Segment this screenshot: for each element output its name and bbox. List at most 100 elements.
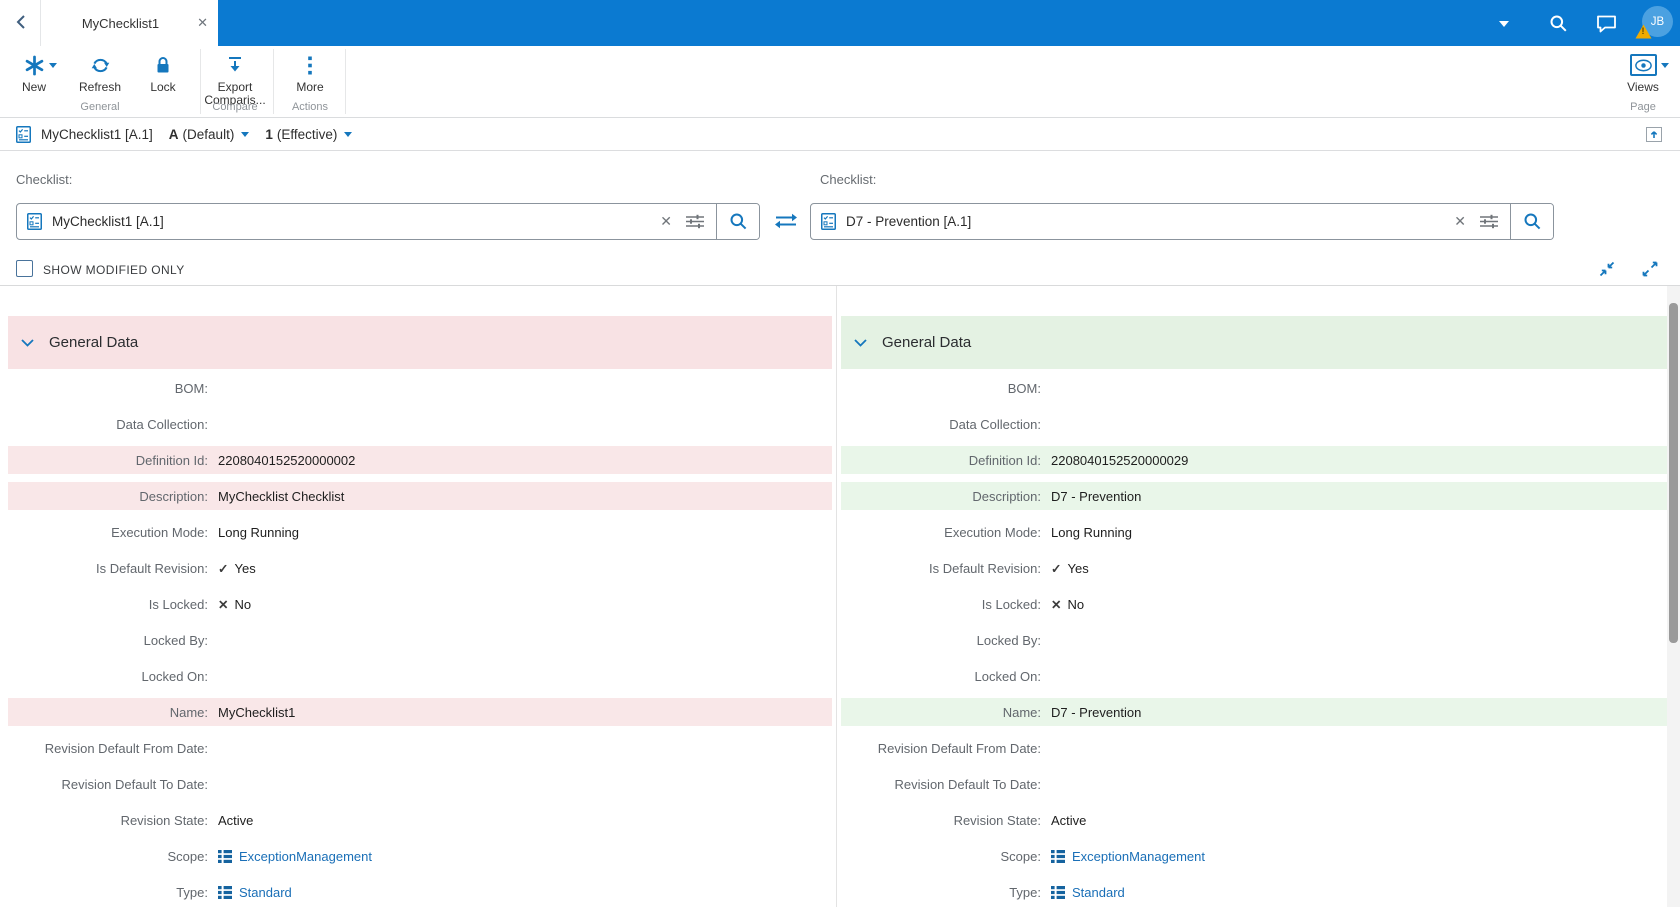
field-value: Active [218, 812, 254, 828]
version-value: 1 [265, 126, 273, 142]
views-dropdown-caret-icon[interactable] [1661, 63, 1669, 68]
clear-icon[interactable]: ✕ [1454, 213, 1466, 229]
views-eye-icon [1629, 51, 1657, 79]
field-label: BOM: [1007, 380, 1041, 396]
check-icon: ✓ [218, 561, 229, 576]
value-help-filter-icon[interactable] [1479, 214, 1499, 229]
field-row-revision-default-to-date: Revision Default To Date: [841, 770, 1667, 798]
field-row-is-default-revision: Is Default Revision: ✓ Yes [8, 554, 832, 582]
refresh-button[interactable]: Refresh [68, 51, 132, 94]
new-button[interactable]: New [2, 51, 66, 94]
x-icon: ✕ [218, 597, 229, 612]
ribbon-separator [200, 49, 201, 114]
field-row-definition-id: Definition Id: 2208040152520000002 [8, 446, 832, 474]
chevron-down-icon [21, 338, 34, 347]
general-data-section-header-left[interactable]: General Data [8, 316, 832, 369]
app-top-bar: MyChecklist1 ✕ JB ! [0, 0, 1680, 46]
general-data-section-header-right[interactable]: General Data [841, 316, 1667, 369]
field-value: 2208040152520000029 [1051, 452, 1189, 468]
checklist-icon [16, 125, 31, 143]
checklist-selector-left-value: MyChecklist1 [A.1] [52, 214, 164, 229]
checklist-field-label-right: Checklist: [820, 172, 877, 187]
views-button-label: Views [1627, 80, 1659, 94]
avatar-initials: JB [1650, 15, 1665, 28]
field-value: MyChecklist Checklist [218, 488, 345, 504]
panel-right: General Data BOM: Data Collection: Definit… [841, 316, 1667, 907]
field-row-data-collection: Data Collection: [841, 410, 1667, 438]
version-selector[interactable]: 1 (Effective) [265, 126, 353, 142]
field-label: Name: [169, 704, 208, 720]
scrollbar-thumb[interactable] [1669, 303, 1678, 643]
export-download-icon [224, 51, 246, 79]
field-value: ✕ No [1051, 597, 1084, 612]
field-list-left: BOM: Data Collection: Definition Id: 220804… [8, 369, 832, 906]
tab-close-icon[interactable]: ✕ [197, 15, 208, 30]
field-value: ✓ Yes [218, 561, 256, 576]
checklist-icon [27, 213, 42, 230]
field-row-locked-by: Locked By: [8, 626, 832, 654]
field-label: Definition Id: [968, 452, 1041, 468]
search-button[interactable] [1510, 204, 1553, 239]
field-label: Execution Mode: [944, 524, 1041, 540]
x-icon: ✕ [1051, 597, 1062, 612]
lock-button[interactable]: Lock [131, 51, 195, 94]
field-row-revision-default-to-date: Revision Default To Date: [8, 770, 832, 798]
show-modified-checkbox[interactable] [16, 260, 33, 277]
new-button-label: New [21, 80, 46, 94]
warning-badge-icon[interactable]: ! [1635, 24, 1652, 39]
scope-link[interactable]: ExceptionManagement [1072, 848, 1205, 864]
new-dropdown-caret-icon[interactable] [49, 63, 57, 68]
list-icon [1051, 885, 1065, 899]
checklist-selector-left[interactable]: MyChecklist1 [A.1] ✕ [16, 203, 760, 240]
revision-value: A [168, 126, 179, 142]
lock-button-label: Lock [150, 80, 176, 94]
export-label-line2: Comparis... [204, 93, 266, 107]
feedback-chat-icon[interactable] [1596, 15, 1617, 38]
field-row-data-collection: Data Collection: [8, 410, 832, 438]
field-label: Definition Id: [135, 452, 208, 468]
field-label: Locked On: [141, 668, 209, 684]
type-link[interactable]: Standard [239, 884, 292, 900]
field-row-is-locked: Is Locked: ✕ No [8, 590, 832, 618]
swap-icon[interactable] [773, 212, 799, 230]
field-label: Revision Default From Date: [877, 740, 1041, 756]
version-qualifier: (Effective) [276, 126, 338, 142]
field-row-locked-by: Locked By: [841, 626, 1667, 654]
value-help-filter-icon[interactable] [685, 214, 705, 229]
tab-mychecklist1[interactable]: MyChecklist1 ✕ [40, 0, 218, 46]
field-label: Name: [1002, 704, 1041, 720]
clear-icon[interactable]: ✕ [660, 213, 672, 229]
scope-link[interactable]: ExceptionManagement [239, 848, 372, 864]
back-button[interactable] [0, 0, 40, 46]
section-title: General Data [882, 334, 972, 351]
field-label: Revision Default To Date: [894, 776, 1041, 792]
version-caret-icon [344, 131, 353, 137]
field-row-description: Description: MyChecklist Checklist [8, 482, 832, 510]
search-button[interactable] [716, 204, 759, 239]
revision-selector[interactable]: A (Default) [169, 127, 250, 142]
field-row-type: Type: Standard [841, 878, 1667, 906]
collapse-all-icon[interactable] [1598, 260, 1616, 278]
search-icon[interactable] [1549, 14, 1568, 38]
field-label: Locked By: [143, 632, 208, 648]
field-value: D7 - Prevention [1051, 704, 1142, 720]
views-button[interactable]: Views [1611, 51, 1675, 94]
field-value: D7 - Prevention [1051, 488, 1142, 504]
field-row-revision-state: Revision State: Active [8, 806, 832, 834]
field-value: Standard [218, 885, 292, 900]
new-asterisk-icon [23, 51, 46, 79]
type-link[interactable]: Standard [1072, 884, 1125, 900]
checklist-selector-right[interactable]: D7 - Prevention [A.1] ✕ [810, 203, 1554, 240]
field-row-bom: BOM: [841, 374, 1667, 402]
tab-overflow-chevron-icon[interactable] [1499, 21, 1509, 27]
field-row-type: Type: Standard [8, 878, 832, 906]
panel-left: General Data BOM: Data Collection: Definit… [8, 316, 832, 907]
refresh-button-label: Refresh [78, 80, 122, 94]
expand-all-icon[interactable] [1641, 260, 1659, 278]
more-button[interactable]: More [278, 51, 342, 94]
expand-header-icon[interactable] [1646, 127, 1662, 142]
export-comparison-button[interactable]: Export Comparis... [203, 51, 267, 107]
field-row-is-locked: Is Locked: ✕ No [841, 590, 1667, 618]
vertical-scrollbar[interactable] [1667, 286, 1680, 907]
export-label-line1: Export [217, 80, 253, 94]
